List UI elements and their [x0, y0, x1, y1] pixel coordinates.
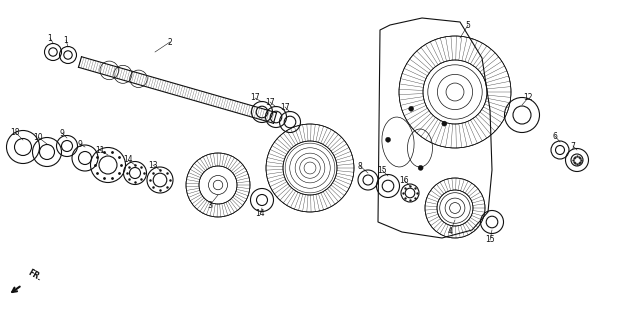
Text: 15: 15 [377, 165, 387, 174]
Text: 15: 15 [485, 236, 495, 244]
Text: 17: 17 [250, 93, 260, 102]
Text: 7: 7 [571, 141, 576, 150]
Text: 14: 14 [256, 210, 265, 219]
Text: 13: 13 [148, 161, 158, 170]
Text: 10: 10 [33, 132, 43, 141]
Circle shape [409, 106, 413, 111]
Text: 9: 9 [60, 129, 65, 138]
Circle shape [385, 137, 391, 142]
Text: 14: 14 [123, 156, 133, 164]
Text: 3: 3 [207, 201, 212, 210]
Text: 1: 1 [48, 34, 53, 43]
Text: 4: 4 [448, 228, 453, 236]
Text: 11: 11 [95, 146, 105, 155]
Text: 8: 8 [358, 162, 363, 171]
Circle shape [418, 165, 423, 170]
Text: 16: 16 [399, 175, 409, 185]
Text: 17: 17 [280, 102, 290, 111]
Text: 2: 2 [167, 37, 172, 46]
Circle shape [442, 121, 447, 126]
Text: 6: 6 [553, 132, 557, 140]
Text: 18: 18 [10, 127, 20, 137]
Text: 12: 12 [523, 93, 533, 102]
Text: 1: 1 [63, 36, 68, 44]
Text: 9: 9 [77, 140, 82, 148]
Text: 5: 5 [465, 20, 470, 29]
Text: FR.: FR. [26, 268, 42, 283]
Text: 17: 17 [265, 98, 275, 107]
